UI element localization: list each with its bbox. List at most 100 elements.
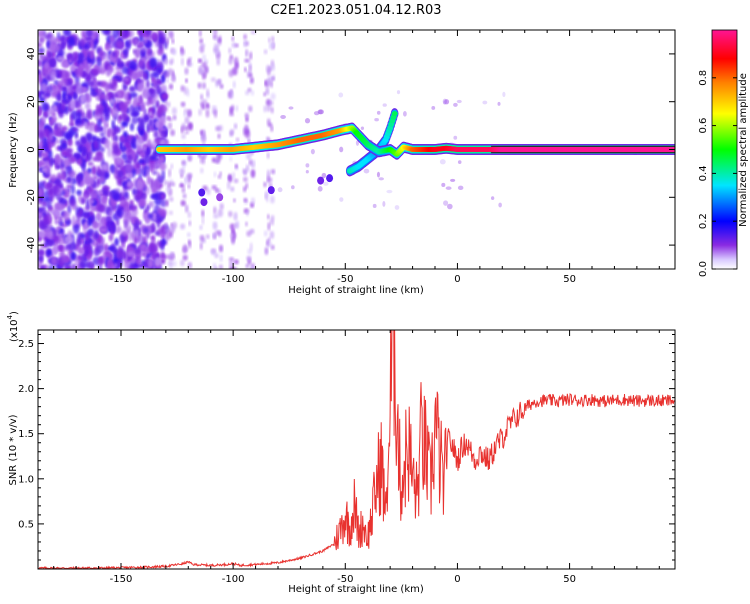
x-tick-label: 0: [454, 274, 460, 285]
spectrogram-cell: [231, 238, 235, 245]
spectrogram-cell: [50, 118, 56, 124]
spectrogram-cell: [48, 240, 55, 247]
spectrogram-cell: [202, 54, 206, 62]
spectrogram-cell: [85, 151, 93, 162]
spectrogram-cell: [88, 185, 94, 193]
spectrogram-cell: [81, 146, 88, 157]
snr-x-ticks: -150 -100 -50 0 50: [53, 330, 660, 585]
spectrogram-cell: [66, 52, 74, 60]
spectrogram-cell: [70, 110, 79, 121]
spectrogram-cell: [103, 243, 109, 252]
spectrogram-cell: [245, 164, 250, 173]
spectrogram-cell: [122, 250, 127, 260]
spectrogram-cell: [120, 112, 128, 122]
spectrogram-cell: [199, 225, 203, 230]
spectrogram-cell: [110, 189, 120, 200]
spectrogram-cell: [38, 59, 43, 67]
spectrogram-cell: [116, 156, 122, 165]
spectrogram-cell: [49, 174, 58, 182]
spectrogram-cell: [360, 126, 365, 131]
spectrogram-cell: [131, 71, 140, 81]
spectrogram-cell: [233, 178, 239, 184]
spectrogram-cell: [164, 222, 168, 228]
spectrogram-cell: [146, 79, 150, 89]
spectrogram-cell: [179, 223, 186, 230]
spectrogram-cell: [201, 68, 205, 74]
spectrogram-cell: [144, 30, 153, 36]
spectrogram-cell: [96, 177, 101, 186]
spectrogram-cell: [132, 188, 137, 196]
x-tick-label: 50: [563, 274, 576, 285]
spectrogram-cell: [213, 171, 217, 178]
spectrogram-cell: [41, 93, 45, 99]
spectrogram-cell: [114, 164, 119, 175]
spectrogram-cell: [94, 214, 101, 220]
spectrogram-cell: [99, 131, 105, 137]
spectrogram-cell: [266, 194, 269, 203]
spectrogram-cell: [100, 94, 105, 100]
spectrogram-cell: [280, 114, 286, 120]
spectrogram-cell: [147, 111, 153, 117]
spectrogram-cell: [199, 242, 203, 250]
spectrogram-plot-area: [38, 30, 675, 269]
spectrogram-cell: [75, 85, 83, 96]
spectrogram-cell: [142, 145, 147, 152]
spectrogram-cell: [51, 110, 57, 119]
snr-frame: [37, 329, 676, 570]
spectrogram-cell: [111, 119, 116, 130]
spectrogram-cell: [106, 69, 111, 77]
spectrogram-cell: [56, 56, 64, 61]
spectrogram-cell: [61, 142, 67, 150]
spectrogram-cell: [246, 255, 252, 261]
spectrogram-cell: [152, 170, 158, 176]
spectrogram-cell: [70, 65, 77, 72]
spectrogram-cell: [59, 35, 67, 43]
spectrogram-cell: [50, 257, 58, 265]
spectrogram-cell: [104, 42, 109, 51]
spectrogram-cell: [235, 105, 239, 112]
spectrogram-cell: [490, 196, 495, 201]
spectrogram-cell: [66, 184, 73, 189]
spectrogram-cell: [231, 172, 235, 180]
spectrogram-cell: [453, 102, 458, 107]
spectrogram-cell: [456, 99, 462, 104]
spectrogram-cell: [168, 210, 173, 216]
spectrogram-cell: [112, 30, 120, 39]
spectrogram-cell: [246, 230, 252, 237]
spectrogram-cell: [291, 185, 295, 190]
spectrogram-cell: [83, 193, 89, 200]
spectrogram-cell: [125, 163, 133, 173]
spectrogram-cell: [172, 114, 177, 121]
x-tick-label: -150: [110, 274, 133, 285]
spectrogram-cell: [61, 254, 69, 264]
spectrogram-cell: [159, 84, 168, 94]
spectrogram-cell: [38, 69, 42, 75]
spectrogram-cell: [77, 65, 83, 73]
spectrogram-cell: [71, 263, 76, 269]
spectrogram-cell: [234, 259, 239, 265]
spectrogram-cell: [249, 77, 254, 84]
spectrogram-cell: [92, 31, 99, 39]
spectrogram-cell: [243, 176, 248, 182]
spectrogram-cell: [243, 197, 248, 203]
y-tick-label: 2.5: [18, 339, 34, 350]
spectrogram-cell: [89, 39, 95, 49]
spectrogram-cell: [228, 257, 235, 262]
spectrogram-cell: [96, 125, 102, 133]
spectrogram-cell: [270, 92, 276, 101]
spectrogram-cell: [160, 258, 166, 265]
spectrogram-cell: [154, 86, 162, 95]
spectrogram-cell: [212, 232, 216, 239]
spectrogram-cell: [266, 118, 271, 127]
spectrogram-cell: [199, 129, 203, 135]
spectrogram-cell: [156, 79, 162, 85]
spectrogram-cell: [113, 134, 119, 142]
spectrogram-cell: [129, 256, 137, 264]
spectrogram-cell: [103, 250, 111, 256]
spectrogram-cell: [61, 60, 70, 68]
spectrogram-cell: [169, 30, 174, 40]
spectrogram-cell: [52, 104, 57, 111]
spectrogram-cell: [185, 78, 188, 83]
spectrogram-cell: [94, 110, 100, 116]
spectrogram-cell: [77, 246, 85, 255]
